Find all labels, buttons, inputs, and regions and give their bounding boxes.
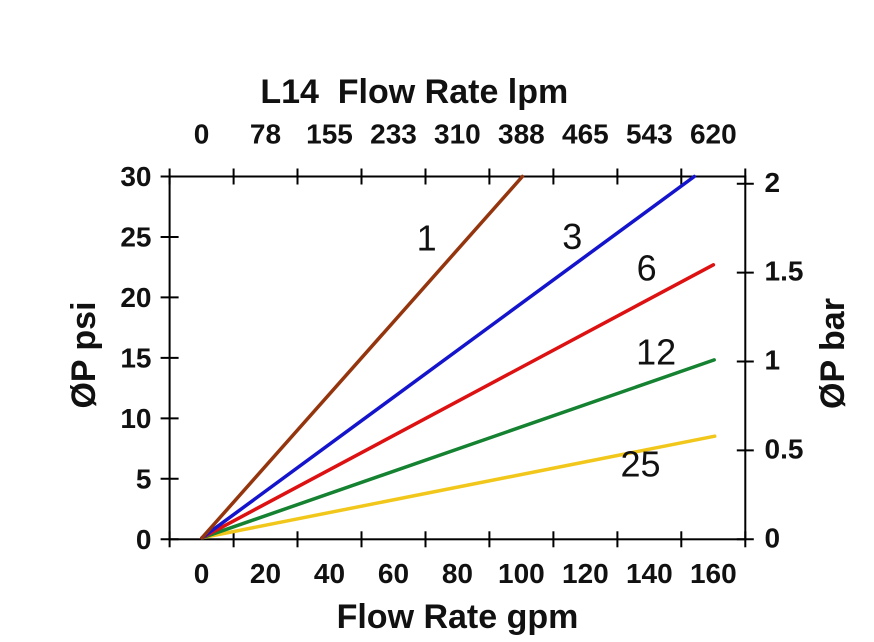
svg-text:Flow Rate gpm: Flow Rate gpm xyxy=(337,598,579,636)
svg-text:120: 120 xyxy=(562,558,609,589)
svg-text:0: 0 xyxy=(765,522,781,553)
svg-text:2: 2 xyxy=(765,167,781,198)
svg-text:155: 155 xyxy=(306,119,353,150)
svg-text:233: 233 xyxy=(370,119,417,150)
svg-text:140: 140 xyxy=(626,558,673,589)
svg-text:6: 6 xyxy=(637,248,657,289)
svg-text:40: 40 xyxy=(314,558,345,589)
svg-text:ØP bar: ØP bar xyxy=(814,298,852,409)
svg-text:543: 543 xyxy=(626,119,673,150)
svg-text:3: 3 xyxy=(562,216,582,257)
svg-text:20: 20 xyxy=(120,282,151,313)
svg-text:30: 30 xyxy=(120,161,151,192)
svg-text:1: 1 xyxy=(765,345,781,376)
svg-text:100: 100 xyxy=(498,558,545,589)
svg-text:160: 160 xyxy=(690,558,737,589)
svg-text:388: 388 xyxy=(498,119,545,150)
svg-text:310: 310 xyxy=(434,119,481,150)
svg-text:15: 15 xyxy=(120,343,151,374)
svg-text:60: 60 xyxy=(378,558,409,589)
svg-text:1.5: 1.5 xyxy=(765,256,804,287)
svg-text:5: 5 xyxy=(136,463,152,494)
svg-text:80: 80 xyxy=(442,558,473,589)
svg-text:0: 0 xyxy=(194,119,210,150)
svg-text:78: 78 xyxy=(250,119,281,150)
svg-text:465: 465 xyxy=(562,119,609,150)
svg-text:620: 620 xyxy=(690,119,737,150)
svg-text:0.5: 0.5 xyxy=(765,434,804,465)
svg-text:0: 0 xyxy=(194,558,210,589)
svg-text:1: 1 xyxy=(417,218,437,259)
svg-text:10: 10 xyxy=(120,403,151,434)
svg-text:25: 25 xyxy=(620,444,660,485)
svg-text:20: 20 xyxy=(250,558,281,589)
svg-text:0: 0 xyxy=(136,524,152,555)
svg-text:12: 12 xyxy=(636,331,676,372)
svg-text:L14 Flow Rate lpm: L14 Flow Rate lpm xyxy=(260,73,568,111)
svg-text:25: 25 xyxy=(120,222,151,253)
svg-text:ØP psi: ØP psi xyxy=(65,301,103,408)
